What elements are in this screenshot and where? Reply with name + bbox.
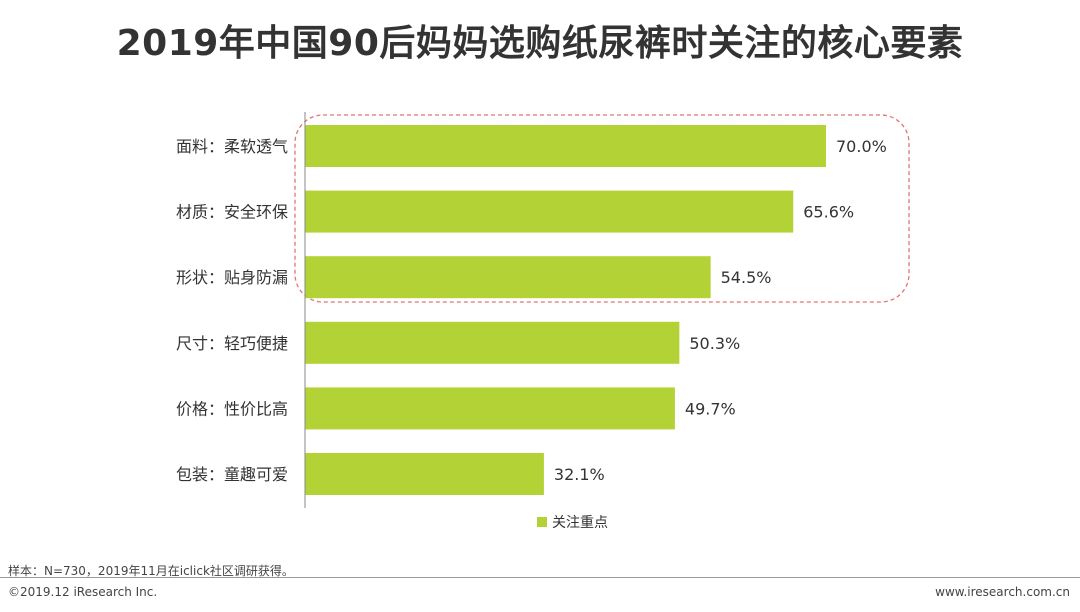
category-label: 面料：柔软透气 <box>176 137 288 156</box>
bar <box>305 321 680 364</box>
legend-label: 关注重点 <box>552 515 608 531</box>
category-label: 包装：童趣可爱 <box>176 465 288 484</box>
category-label: 价格：性价比高 <box>176 399 288 418</box>
data-label: 70.0% <box>836 137 887 156</box>
sample-note: 样本：N=730，2019年11月在iclick社区调研获得。 <box>8 564 294 578</box>
category-label: 尺寸：轻巧便捷 <box>176 334 288 353</box>
copyright-text: ©2019.12 iResearch Inc. <box>8 585 158 599</box>
legend-swatch <box>537 517 547 527</box>
website-link: www.iresearch.com.cn <box>935 585 1070 599</box>
bar <box>305 256 711 299</box>
category-label: 形状：贴身防漏 <box>176 268 288 287</box>
bar <box>305 387 675 430</box>
data-label: 50.3% <box>689 334 740 353</box>
data-label: 65.6% <box>803 203 854 222</box>
data-label: 49.7% <box>685 399 736 418</box>
data-label: 32.1% <box>554 465 605 484</box>
bar <box>305 125 826 167</box>
category-label: 材质：安全环保 <box>176 203 288 222</box>
data-label: 54.5% <box>721 268 772 287</box>
bar <box>305 190 794 233</box>
footer-divider <box>0 577 1080 578</box>
chart-title: 2019年中国90后妈妈选购纸尿裤时关注的核心要素 <box>116 23 964 64</box>
highlight-box <box>294 114 910 303</box>
bar <box>305 453 544 495</box>
